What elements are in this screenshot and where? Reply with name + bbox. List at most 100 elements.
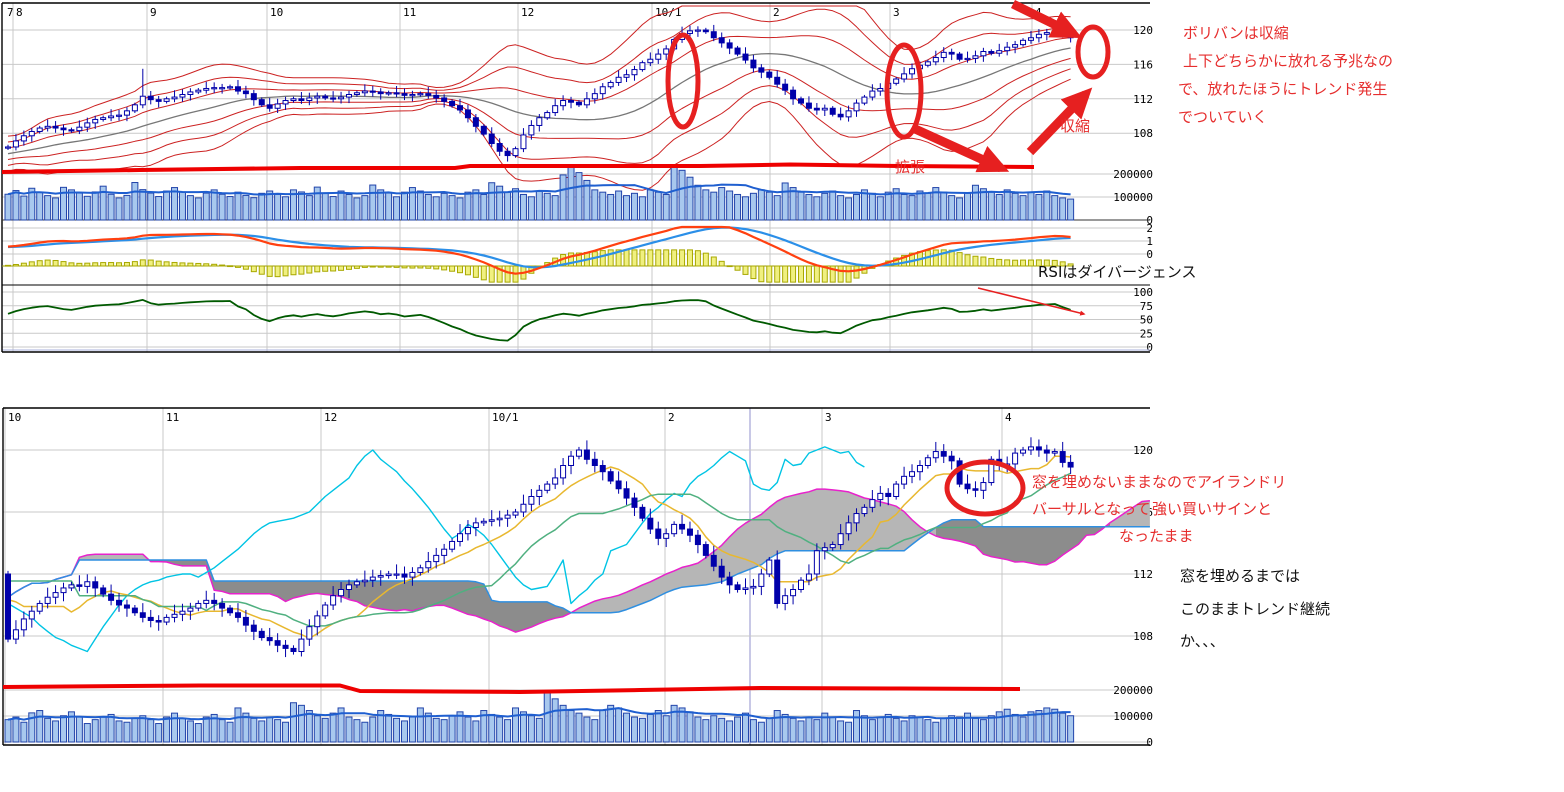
candle-down: [837, 113, 844, 118]
volume-bar: [52, 720, 60, 743]
volume-bar: [710, 715, 718, 743]
candle-down: [591, 458, 598, 466]
macd-histogram-bar: [171, 261, 178, 267]
candle-up: [345, 94, 352, 98]
macd-histogram-bar: [813, 265, 820, 283]
volume-bar: [44, 717, 52, 743]
volume-bar: [345, 193, 353, 221]
volume-bar: [805, 716, 813, 743]
volume-bar: [115, 720, 123, 743]
volume-bar: [900, 193, 908, 221]
candle-up: [758, 573, 765, 587]
macd-histogram-bar: [5, 264, 11, 267]
candle-up: [647, 58, 654, 64]
candle-up: [909, 471, 916, 477]
volume-bar: [702, 719, 710, 743]
volume-bar: [504, 719, 512, 743]
volume-bar: [741, 712, 749, 743]
volume-bar: [638, 717, 646, 743]
candle-up: [853, 102, 860, 112]
macd-histogram-bar: [369, 265, 376, 268]
candle-up: [203, 87, 210, 91]
candle-up: [488, 519, 495, 522]
macd-histogram-bar: [393, 265, 400, 268]
candle-up: [790, 589, 797, 597]
volume-bar: [607, 193, 615, 221]
candle-up: [924, 457, 931, 466]
volume-bar: [147, 192, 155, 221]
volume-bar: [12, 716, 20, 743]
volume-bar: [218, 719, 226, 743]
macd-histogram-bar: [647, 249, 654, 267]
candle-down: [702, 29, 709, 33]
volume-bar: [464, 716, 472, 743]
volume-bar: [424, 712, 432, 743]
candle-down: [766, 71, 773, 78]
candle-down: [393, 92, 400, 95]
volume-bar: [686, 176, 694, 221]
annotation-rsi-divergence: RSIはダイバージェンス: [1038, 263, 1197, 281]
macd-line: [7, 225, 1071, 275]
candle-up: [44, 596, 51, 604]
candle-down: [227, 607, 234, 614]
volume-bar: [979, 719, 987, 743]
annotation-bollinger-note-line3: で、放れたほうにトレンド発生: [1178, 80, 1388, 98]
candle-up: [560, 100, 567, 107]
macd-histogram-bar: [449, 265, 456, 272]
candle-up: [108, 115, 115, 119]
candle-down: [298, 98, 305, 102]
volume-bar: [567, 166, 575, 221]
ichimoku-cloud: [935, 519, 1111, 565]
macd-histogram-bar: [496, 265, 503, 283]
volume-bar: [630, 716, 638, 743]
candle-up: [940, 51, 947, 59]
macd-histogram-bar: [631, 249, 638, 267]
candle-down: [147, 95, 154, 101]
candle-up: [60, 587, 67, 594]
candle-down: [441, 97, 448, 102]
candle-up: [353, 581, 360, 586]
candle-up: [36, 602, 43, 612]
candle-up: [805, 573, 812, 581]
volume-bar: [456, 197, 464, 221]
candle-down: [631, 497, 638, 508]
x-axis-month-label: 12: [324, 411, 337, 424]
volume-bar: [543, 691, 551, 743]
macd-histogram-bar: [227, 265, 234, 268]
candle-down: [401, 573, 408, 578]
candle-up: [322, 604, 329, 617]
candle-up: [36, 127, 43, 132]
candle-down: [234, 612, 241, 618]
volume-bar: [274, 193, 282, 221]
volume-bar: [297, 704, 305, 743]
candle-down: [155, 99, 162, 102]
candle-up: [179, 610, 186, 615]
macd-histogram-bar: [782, 265, 789, 283]
volume-bar: [749, 192, 757, 221]
volume-bar: [1027, 711, 1035, 743]
x-axis-month-label: 12: [521, 6, 534, 19]
candle-up: [195, 89, 202, 93]
candle-up: [290, 98, 297, 102]
macd-axis-label: 0: [1146, 248, 1153, 261]
top-candles: [5, 24, 1074, 162]
candle-up: [306, 97, 313, 102]
macd-histogram-bar: [1027, 259, 1034, 267]
volume-bar: [535, 190, 543, 221]
volume-bar: [583, 716, 591, 743]
candle-down: [774, 76, 781, 85]
candle-up: [560, 465, 567, 479]
candle-up: [528, 124, 535, 136]
macd-histogram-bar: [893, 257, 900, 267]
volume-bar: [504, 191, 512, 221]
candle-up: [694, 29, 701, 32]
candle-down: [155, 620, 162, 623]
macd-histogram-bar: [250, 265, 257, 273]
volume-bar: [20, 195, 28, 221]
macd-axis-label: 2: [1146, 222, 1153, 235]
volume-bar: [797, 720, 805, 743]
candle-up: [853, 513, 860, 524]
candle-up: [433, 554, 440, 563]
candle-up: [821, 107, 828, 111]
